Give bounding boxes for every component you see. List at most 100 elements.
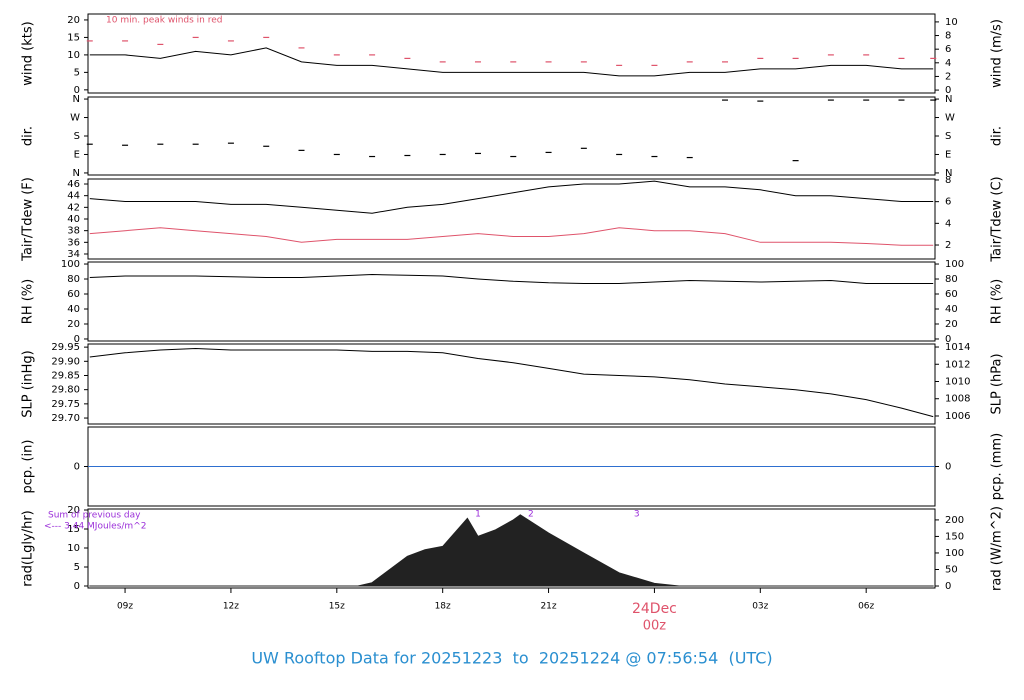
area: [89, 514, 934, 587]
y2-tick-label: 60: [945, 289, 958, 300]
day-mark: 1: [475, 510, 481, 520]
y-tick-label: 0: [74, 334, 80, 345]
y-tick-label: N: [73, 94, 80, 105]
y-tick-label: 15: [67, 32, 80, 43]
y-tick-label: S: [74, 131, 80, 142]
panel-frame: [87, 508, 936, 589]
y2-axis-label: rad (W/m^2): [990, 506, 1005, 591]
page-title: UW Rooftop Data for 20251223 to 20251224…: [251, 649, 772, 668]
y2-tick-label: 10: [945, 17, 958, 28]
y-axis-label: dir.: [21, 126, 36, 146]
y2-tick-label: 200: [945, 515, 964, 526]
y-tick-label: 0: [74, 581, 80, 592]
y2-tick-label: 0: [945, 462, 951, 473]
y2-tick-label: 40: [945, 304, 958, 315]
y-tick-label: 80: [67, 274, 80, 285]
y2-axis-label: dir.: [990, 126, 1005, 146]
y-tick-label: 5: [74, 562, 80, 573]
y2-axis-label: Tair/Tdew (C): [990, 176, 1005, 262]
x-tick-label: 18z: [435, 602, 451, 612]
annotation: Sum of previous day: [48, 511, 141, 521]
y2-axis-label: pcp. (mm): [990, 433, 1005, 500]
y2-tick-label: 2: [945, 71, 951, 82]
panel-frame: [87, 96, 936, 176]
annotation: 10 min. peak winds in red: [106, 16, 223, 26]
line: [89, 180, 934, 214]
y2-tick-label: 1012: [945, 359, 970, 370]
y2-tick-label: 4: [945, 58, 951, 69]
y2-tick-label: N: [945, 168, 952, 179]
y-tick-label: 46: [67, 179, 80, 190]
y-axis-label: RH (%): [21, 279, 36, 324]
y-tick-label: 38: [67, 226, 80, 237]
y2-tick-label: 6: [945, 197, 951, 208]
y-axis-label: rad(Lgly/hr): [21, 510, 36, 586]
y2-tick-label: 100: [945, 548, 964, 559]
panel-frame: [87, 13, 936, 94]
panel-frame: [87, 178, 936, 260]
y-tick-label: W: [70, 113, 80, 124]
y2-tick-label: 6: [945, 44, 951, 55]
x-tick-label: 21z: [540, 602, 556, 612]
x-tick-label: 03z: [752, 602, 768, 612]
y2-axis-label: SLP (hPa): [990, 353, 1005, 414]
x-tick-label: 06z: [858, 602, 874, 612]
x-tick-label: 00z: [643, 619, 667, 634]
y2-tick-label: 80: [945, 274, 958, 285]
y-tick-label: 20: [67, 15, 80, 26]
y2-tick-label: 8: [945, 31, 951, 42]
y-tick-label: 42: [67, 202, 80, 213]
y2-tick-label: E: [945, 149, 951, 160]
annotation: <--- 3.44 MJoules/m^2: [44, 522, 146, 532]
y2-tick-label: 2: [945, 240, 951, 251]
y-tick-label: 29.85: [51, 370, 80, 381]
day-mark: 3: [634, 510, 640, 520]
y-tick-label: 29.95: [51, 342, 80, 353]
line: [89, 347, 934, 418]
y-tick-label: 10: [67, 50, 80, 61]
y-axis-label: wind (kts): [21, 21, 36, 85]
y2-tick-label: 100: [945, 259, 964, 270]
y-axis-label: SLP (inHg): [21, 350, 36, 418]
line: [89, 273, 934, 284]
line: [89, 227, 934, 246]
y-axis-label: Tair/Tdew (F): [21, 177, 36, 262]
line: [89, 47, 934, 77]
y2-tick-label: 1014: [945, 342, 970, 353]
x-tick-label: 15z: [329, 602, 345, 612]
y2-tick-label: W: [945, 113, 955, 124]
y-tick-label: 20: [67, 319, 80, 330]
date-label: 24Dec: [632, 601, 677, 617]
y-tick-label: 36: [67, 237, 80, 248]
y2-tick-label: 50: [945, 564, 958, 575]
y-tick-label: 10: [67, 543, 80, 554]
y2-tick-label: 1006: [945, 411, 970, 422]
y-tick-label: 20: [67, 505, 80, 516]
y-tick-label: 100: [61, 259, 80, 270]
y2-axis-label: wind (m/s): [990, 19, 1005, 88]
y-tick-label: 0: [74, 85, 80, 96]
y2-tick-label: N: [945, 94, 952, 105]
y2-tick-label: S: [945, 131, 951, 142]
y2-tick-label: 8: [945, 175, 951, 186]
y-tick-label: 34: [67, 249, 80, 260]
y-tick-label: 29.80: [51, 385, 80, 396]
day-mark: 2: [528, 510, 534, 520]
y2-tick-label: 150: [945, 531, 964, 542]
y-tick-label: 29.90: [51, 356, 80, 367]
y2-tick-label: 4: [945, 218, 951, 229]
y-axis-label: pcp. (in): [21, 440, 36, 494]
y-tick-label: N: [73, 168, 80, 179]
panel-frame: [87, 261, 936, 342]
y-tick-label: 5: [74, 67, 80, 78]
y2-tick-label: 0: [945, 334, 951, 345]
y-tick-label: 40: [67, 304, 80, 315]
y2-tick-label: 0: [945, 581, 951, 592]
y-tick-label: 0: [74, 462, 80, 473]
y-tick-label: 29.75: [51, 399, 80, 410]
panel-frame: [87, 343, 936, 425]
y2-tick-label: 1010: [945, 377, 970, 388]
y-tick-label: 40: [67, 214, 80, 225]
y2-tick-label: 20: [945, 319, 958, 330]
